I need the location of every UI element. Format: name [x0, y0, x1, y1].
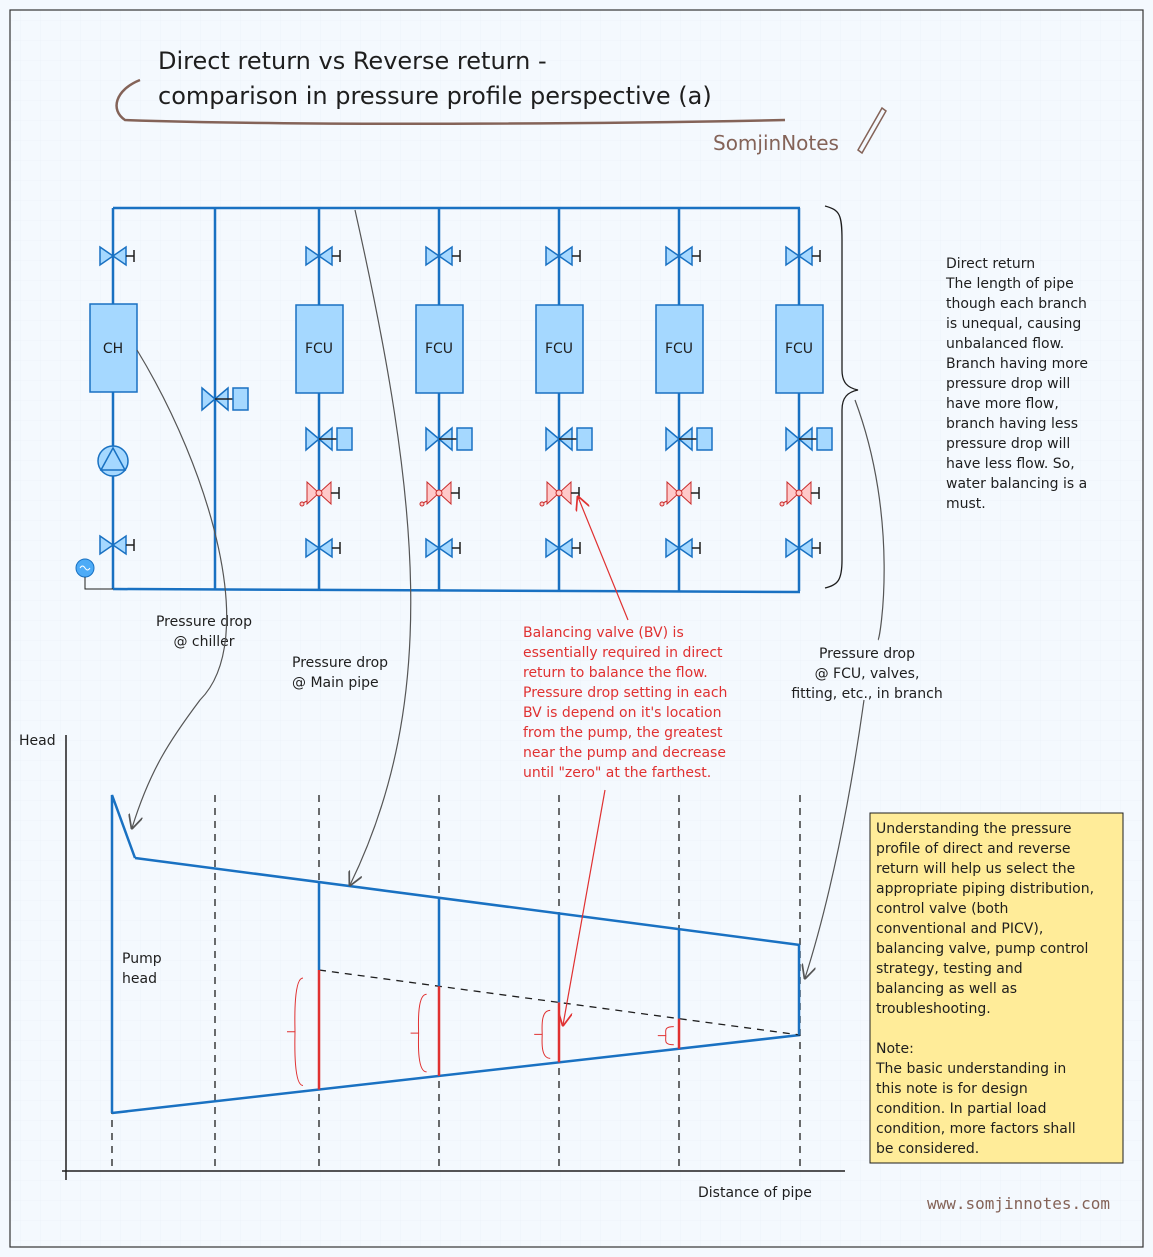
chiller-drop-arrow — [132, 349, 228, 828]
return-pressure-line — [111, 1033, 801, 1115]
chiller-label: CH — [103, 341, 123, 357]
summary-note: Understanding the pressure profile of dir… — [875, 821, 1094, 1157]
text-line: return to balance the flow. — [523, 665, 708, 681]
pump-icon — [97, 445, 129, 477]
text-line: @ chiller — [173, 634, 234, 650]
text-line: Pressure drop setting in each — [523, 685, 727, 701]
text-line: fitting, etc., in branch — [791, 686, 942, 702]
text-line: have less flow. So, — [946, 456, 1075, 472]
text-line: near the pump and decrease — [523, 745, 726, 761]
pressure-drop-main-pipe-label: Pressure drop @ Main pipe — [292, 655, 388, 691]
pressure-profile-chart: Head Distance of pipe Pump head — [19, 733, 845, 1201]
piping-schematic: FCU FCU FCU FCU FCU CH — [75, 205, 859, 594]
text-line: is unequal, causing — [946, 316, 1081, 332]
text-line: condition, more factors shall — [876, 1121, 1076, 1137]
bv-arrow-up — [578, 497, 629, 621]
text-line: have more flow, — [946, 396, 1059, 412]
pressure-drop-chiller-label: Pressure drop @ chiller — [156, 614, 252, 650]
fcu-drop-reference-line — [318, 969, 801, 1036]
fcu-label: FCU — [425, 341, 453, 357]
text-line: control valve (both — [876, 901, 1008, 917]
text-line: The basic understanding in — [875, 1061, 1066, 1077]
title-line-1: Direct return vs Reverse return - — [158, 47, 547, 75]
text-line: until "zero" at the farthest. — [523, 765, 711, 781]
chiller-box — [89, 303, 138, 393]
x-axis-label: Distance of pipe — [698, 1185, 812, 1201]
bv-drop-brace — [410, 993, 427, 1073]
fcu-label: FCU — [545, 341, 573, 357]
bv-drop-brace — [287, 977, 304, 1087]
text-line: return will help us select the — [876, 861, 1075, 877]
y-axis-label: Head — [19, 733, 56, 749]
pencil-icon — [857, 106, 887, 155]
fcu-label: FCU — [785, 341, 813, 357]
fcu-box — [415, 304, 464, 394]
main-pipe-drop-arrow — [350, 209, 412, 885]
text-line: must. — [946, 496, 986, 512]
text-line: balancing as well as — [876, 981, 1017, 997]
balancing-valve-note: Balancing valve (BV) is essentially requi… — [523, 625, 727, 781]
text-line: Understanding the pressure — [876, 821, 1072, 837]
text-line: pressure drop will — [946, 436, 1070, 452]
fcu-drop-arrow — [805, 399, 885, 978]
text-line: Direct return — [946, 256, 1035, 272]
return-header — [112, 587, 801, 594]
text-line: strategy, testing and — [876, 961, 1023, 977]
text-line: head — [122, 971, 157, 987]
fcu-box — [775, 304, 824, 394]
pressure-drop-fcu-label: Pressure drop @ FCU, valves, fitting, etc.… — [791, 646, 942, 702]
direct-return-note: Direct return The length of pipe though ea… — [945, 256, 1088, 512]
pump-head-line — [110, 794, 137, 1113]
text-line: essentially required in direct — [523, 645, 723, 661]
text-line: unbalanced flow. — [946, 336, 1064, 352]
text-line: The length of pipe — [945, 276, 1074, 292]
text-line: Pump — [122, 951, 162, 967]
fcu-label: FCU — [305, 341, 333, 357]
website-footer: www.somjinnotes.com — [927, 1194, 1110, 1213]
text-line: Note: — [876, 1041, 914, 1057]
text-line: Balancing valve (BV) is — [523, 625, 684, 641]
text-line — [876, 1021, 880, 1037]
text-line: @ FCU, valves, — [815, 666, 920, 682]
text-line: troubleshooting. — [876, 1001, 991, 1017]
bv-drop-brace — [534, 1009, 551, 1059]
text-line: Branch having more — [946, 356, 1088, 372]
pump-head-label: Pump head — [122, 951, 162, 987]
branch-brace — [824, 205, 859, 589]
text-line: water balancing is a — [946, 476, 1087, 492]
text-line: profile of direct and reverse — [876, 841, 1071, 857]
text-line: from the pump, the greatest — [523, 725, 723, 741]
text-line: condition. In partial load — [876, 1101, 1047, 1117]
text-line: pressure drop will — [946, 376, 1070, 392]
fcu-label: FCU — [665, 341, 693, 357]
fcu-box — [295, 304, 344, 394]
expansion-tank-icon — [75, 558, 113, 590]
text-line: be considered. — [876, 1141, 979, 1157]
text-line: branch having less — [946, 416, 1078, 432]
supply-pressure-line — [134, 856, 801, 947]
fcu-box — [655, 304, 704, 394]
text-line: @ Main pipe — [292, 675, 379, 691]
text-line: balancing valve, pump control — [876, 941, 1088, 957]
bv-arrow-down — [563, 789, 606, 1025]
fcu-box — [535, 304, 584, 394]
title-underline — [115, 78, 786, 126]
author-logo: SomjinNotes — [713, 131, 839, 155]
text-line: BV is depend on it's location — [523, 705, 721, 721]
title-line-2: comparison in pressure profile perspecti… — [158, 82, 712, 110]
text-line: this note is for design — [876, 1081, 1028, 1097]
text-line: Pressure drop — [292, 655, 388, 671]
text-line: appropriate piping distribution, — [876, 881, 1094, 897]
text-line: though each branch — [946, 296, 1087, 312]
text-line: conventional and PICV), — [876, 921, 1043, 937]
text-line: Pressure drop — [819, 646, 915, 662]
summary-note-box — [869, 812, 1124, 1164]
text-line: Pressure drop — [156, 614, 252, 630]
bv-drop-brace — [657, 1026, 674, 1046]
